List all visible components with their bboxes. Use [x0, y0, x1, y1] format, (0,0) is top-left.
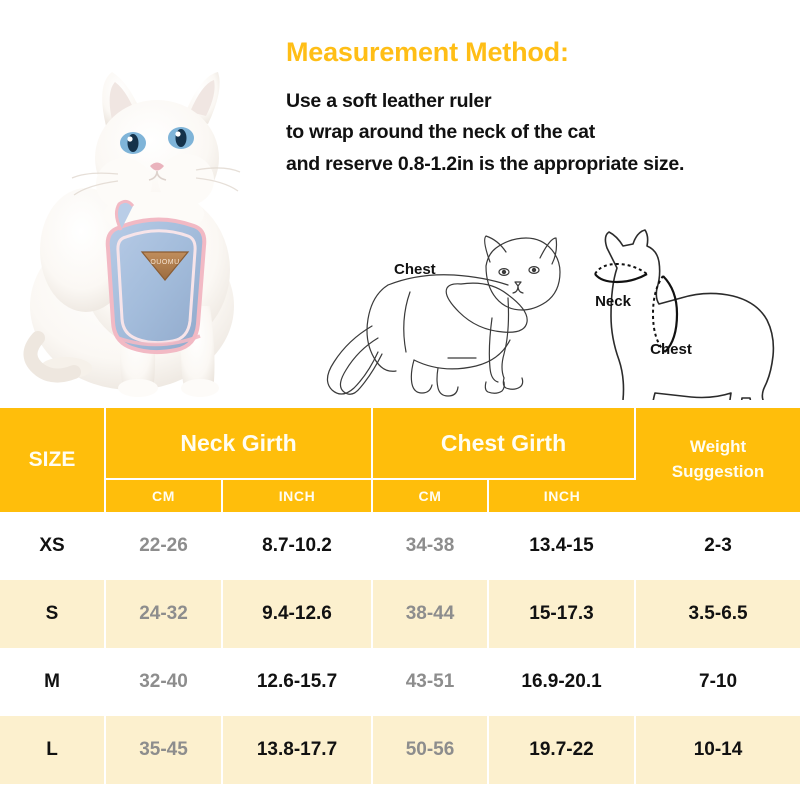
instructions-block: Measurement Method: Use a soft leather r…: [286, 37, 796, 180]
page-title: Measurement Method:: [286, 37, 569, 67]
cell-chest-inch: 19.7-22: [488, 716, 637, 784]
instruction-line-2: to wrap around the neck of the cat: [286, 121, 595, 144]
cell-chest-inch: 13.4-15: [488, 512, 637, 580]
table-row: L 35-45 13.8-17.7 50-56 19.7-22 10-14: [0, 716, 800, 784]
cell-size: XS: [0, 512, 106, 580]
cell-neck-inch: 9.4-12.6: [222, 580, 374, 648]
cell-size: L: [0, 716, 106, 784]
cell-neck-cm: 32-40: [105, 648, 223, 716]
cell-neck-inch: 12.6-15.7: [222, 648, 374, 716]
cat-side-view-diagram: Chest: [318, 222, 568, 400]
header-neck-cm: CM: [105, 479, 223, 512]
table-body: XS 22-26 8.7-10.2 34-38 13.4-15 2-3 S 24…: [0, 512, 800, 784]
cell-neck-inch: 13.8-17.7: [222, 716, 374, 784]
cell-weight-kg: 2-3: [635, 512, 800, 580]
table-header-row-top: SIZE Neck Girth Chest Girth Weight Sugge…: [0, 408, 800, 512]
cell-size: S: [0, 580, 106, 648]
harness-graphic: OUOMU: [105, 199, 207, 355]
cell-size: M: [0, 648, 106, 716]
cell-chest-cm: 38-44: [372, 580, 490, 648]
header-weight-suggestion: Weight Suggestion: [635, 408, 800, 512]
top-info-section: OUOMU Measurement Method: Use a soft lea…: [14, 37, 796, 400]
cell-weight-kg: 7-10: [635, 648, 800, 716]
harness-brand-tag-text: OUOMU: [150, 259, 179, 266]
header-chest-cm: CM: [372, 479, 490, 512]
dog-chest-label: Chest: [650, 341, 692, 358]
dog-neck-label: Neck: [595, 293, 632, 310]
header-weight-line2: Suggestion: [671, 462, 765, 481]
header-chest-inch: INCH: [488, 479, 636, 512]
cell-neck-cm: 35-45: [105, 716, 223, 784]
cell-chest-inch: 16.9-20.1: [488, 648, 637, 716]
header-size: SIZE: [0, 408, 106, 512]
instruction-line-3: and reserve 0.8-1.2in is the appropriate…: [286, 152, 685, 175]
cell-neck-inch: 8.7-10.2: [222, 512, 374, 580]
cell-chest-cm: 50-56: [372, 716, 490, 784]
table-row: M 32-40 12.6-15.7 43-51 16.9-20.1 7-10: [0, 648, 800, 716]
cell-neck-cm: 24-32: [105, 580, 223, 648]
dog-side-view-diagram: Neck Chest: [563, 222, 798, 400]
header-weight-line1: Weight: [689, 437, 747, 457]
measurement-diagrams: Chest N: [318, 222, 796, 400]
table-header: SIZE Neck Girth Chest Girth Weight Sugge…: [0, 408, 800, 512]
table-row: S 24-32 9.4-12.6 38-44 15-17.3 3.5-6.5: [0, 580, 800, 648]
table-header-row-sub: CM INCH CM INCH: [0, 479, 800, 512]
header-neck-girth: Neck Girth: [105, 408, 374, 480]
cell-chest-cm: 43-51: [372, 648, 490, 716]
size-chart-table: SIZE Neck Girth Chest Girth Weight Sugge…: [0, 408, 800, 784]
cell-chest-cm: 34-38: [372, 512, 490, 580]
cat-product-photo: OUOMU: [14, 38, 276, 398]
cat-chest-label: Chest: [394, 261, 436, 278]
cell-chest-inch: 15-17.3: [488, 580, 637, 648]
header-chest-girth: Chest Girth: [372, 408, 637, 480]
table-row: XS 22-26 8.7-10.2 34-38 13.4-15 2-3: [0, 512, 800, 580]
cell-weight-kg: 10-14: [635, 716, 800, 784]
header-neck-inch: INCH: [222, 479, 374, 512]
cell-neck-cm: 22-26: [105, 512, 223, 580]
cell-weight-kg: 3.5-6.5: [635, 580, 800, 648]
instruction-line-1: Use a soft leather ruler: [286, 89, 492, 112]
